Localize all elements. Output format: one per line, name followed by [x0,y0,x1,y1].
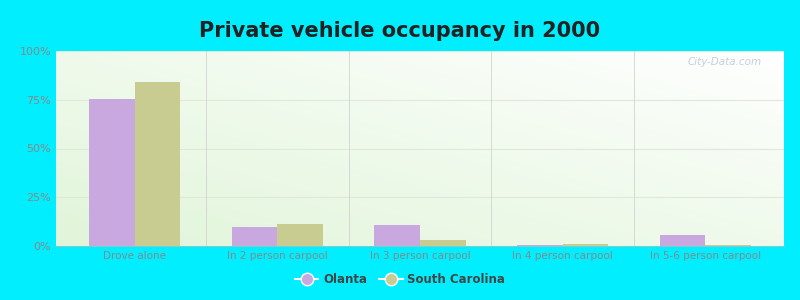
Bar [89,99,134,246]
Legend: Olanta, South Carolina: Olanta, South Carolina [290,269,510,291]
Text: Private vehicle occupancy in 2000: Private vehicle occupancy in 2000 [199,21,601,41]
Text: City-Data.com: City-Data.com [688,57,762,67]
Bar [706,245,751,246]
Bar [420,240,466,246]
Bar [562,244,609,246]
Bar [278,224,323,246]
Bar [374,224,420,246]
Bar [231,226,278,246]
Bar [660,235,706,246]
Bar [517,245,562,246]
Bar [134,82,180,246]
